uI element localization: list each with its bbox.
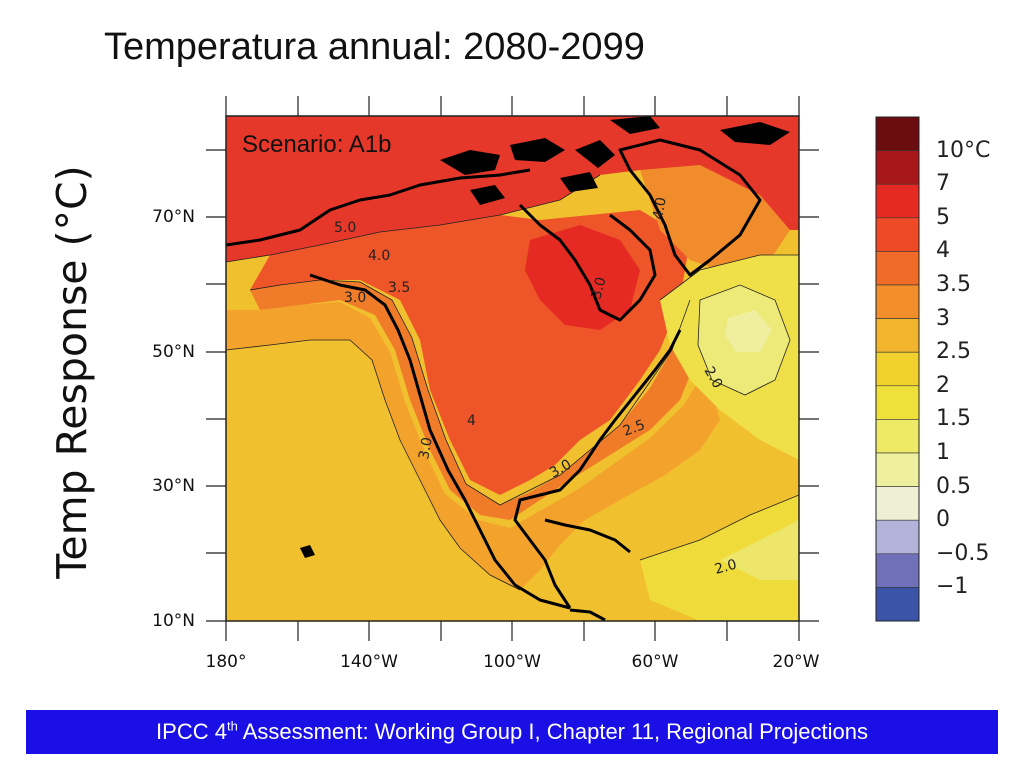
legend-swatch (875, 419, 920, 454)
legend-label: 3 (936, 305, 950, 331)
lat-label-10n: 10°N (152, 611, 195, 631)
arctic-islands (300, 116, 790, 558)
lon-label-60w: 60°W (631, 652, 679, 672)
legend-label: 10°C (936, 137, 991, 163)
contour-label: 2.5 (621, 417, 647, 440)
legend-label: 0.5 (936, 473, 971, 499)
legend-label: 5 (936, 204, 950, 230)
lon-ticks (225, 96, 800, 641)
legend-swatch (875, 587, 920, 622)
legend-frame (875, 116, 920, 622)
contour-label: 3.0 (588, 275, 609, 301)
lon-label-140w: 140°W (340, 652, 398, 672)
lon-label-20w: 20°W (772, 652, 820, 672)
legend-label: −0.5 (936, 540, 990, 566)
slide-title: Temperatura annual: 2080-2099 (104, 26, 645, 68)
legend-label: 1 (936, 440, 950, 465)
contour-label: 3.0 (416, 436, 436, 461)
contour-label: 2.0 (713, 557, 739, 578)
legend-swatch (875, 183, 920, 219)
legend-swatch (875, 519, 920, 555)
legend-swatch (875, 452, 920, 487)
legend-label: 2 (936, 372, 950, 398)
footer-superscript: th (226, 718, 238, 734)
legend-swatch (875, 318, 920, 353)
legend-label: 1.5 (936, 406, 971, 432)
lat-label-30n: 30°N (152, 476, 195, 496)
legend-swatch (875, 553, 920, 588)
contour-label: 4.0 (650, 196, 670, 221)
footer-citation: IPCC 4th Assessment: Working Group I, Ch… (26, 710, 998, 754)
footer-prefix: IPCC 4 (156, 719, 227, 744)
legend-swatch (875, 486, 920, 521)
legend-label: 4 (936, 238, 950, 264)
legend-swatch (875, 150, 920, 185)
contour-label: 4 (467, 413, 476, 429)
legend-label: −1 (936, 574, 969, 600)
contour-label: 5.0 (334, 220, 356, 236)
contour-label: 3.0 (344, 290, 366, 306)
lon-label-180: 180° (205, 652, 247, 672)
lat-label-50n: 50°N (152, 342, 195, 362)
legend-label: 2.5 (936, 339, 971, 365)
lat-label-70n: 70°N (152, 207, 195, 227)
legend-swatch (875, 217, 920, 252)
lat-ticks (206, 149, 819, 622)
lon-label-100w: 100°W (483, 652, 541, 672)
legend-colorbar (875, 116, 920, 622)
contour-label: 4.0 (368, 248, 390, 264)
footer-suffix: Assessment: Working Group I, Chapter 11,… (237, 719, 868, 744)
legend-swatch (875, 385, 920, 420)
legend-label: 0 (936, 507, 950, 533)
temperature-field (226, 116, 799, 621)
scenario-label: Scenario: A1b (242, 131, 392, 158)
legend-label: 3.5 (936, 272, 971, 297)
contour-label: 3.5 (388, 280, 410, 296)
legend-swatch (875, 116, 920, 151)
legend-label: 7 (936, 171, 950, 197)
legend-swatch (875, 251, 920, 286)
legend-swatch (875, 351, 920, 387)
coastlines (226, 138, 762, 621)
legend-swatch (875, 284, 920, 319)
